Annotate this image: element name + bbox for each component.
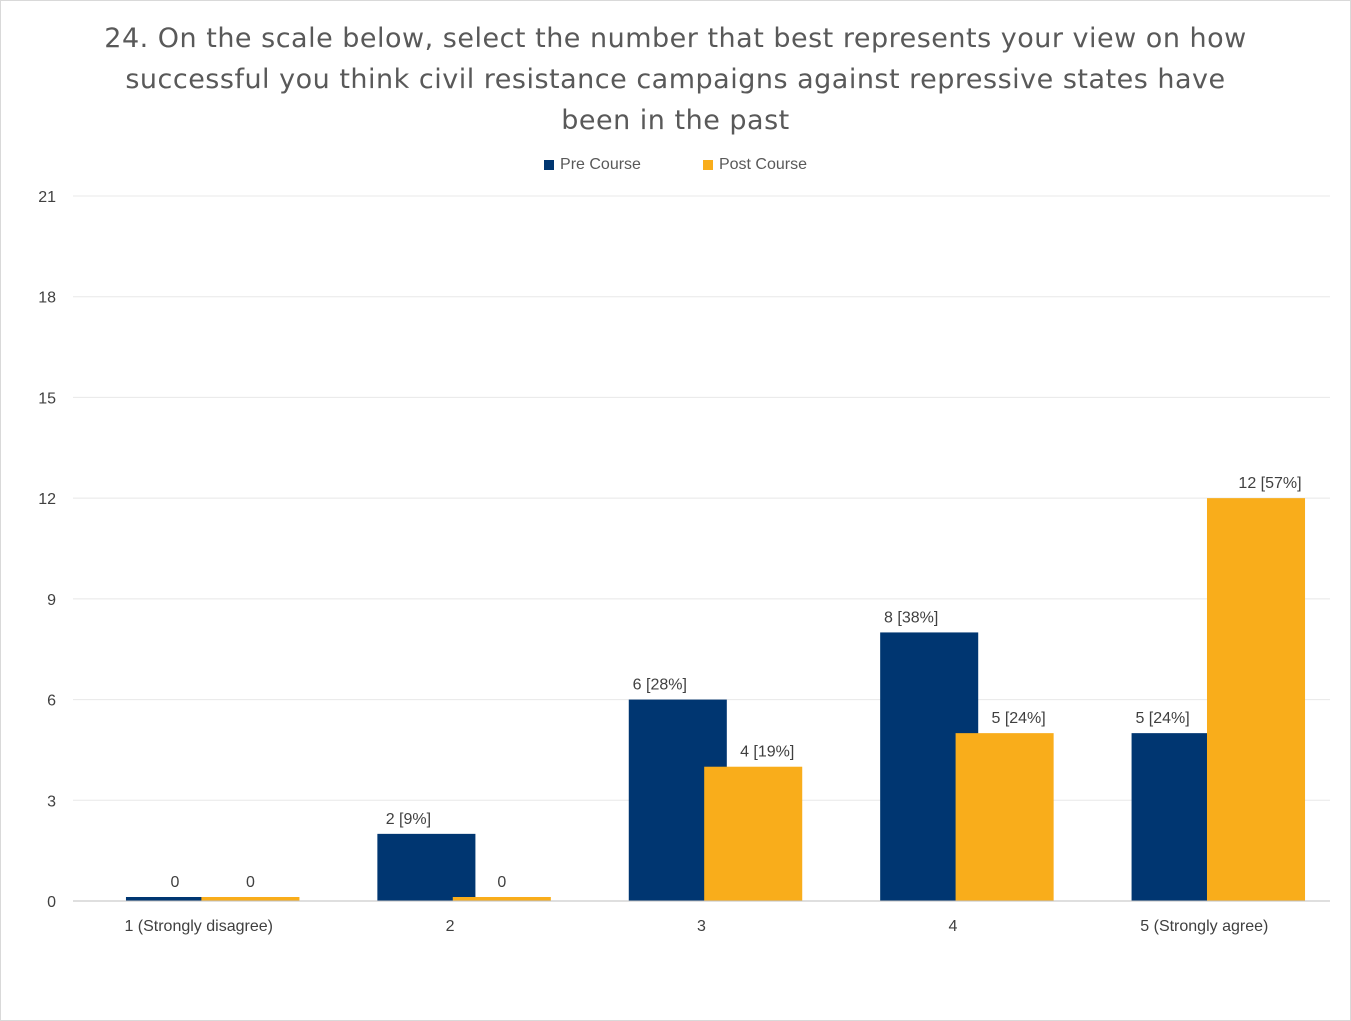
x-axis: 1 (Strongly disagree) 2 3 4 5 (Strongly agre… [73,900,1330,935]
y-tick-label: 18 [38,290,56,307]
bar-pre-course [125,897,225,901]
data-labels: 0 0 2 [9%] 0 6 [28%] 4 [19%] 8 [38%] 5 [24%] 5 [… [171,475,1302,891]
legend-swatch-post-course [702,160,713,170]
chart-title: 24. On the scale below, select the numbe… [104,23,1247,136]
bars [125,498,1306,901]
y-tick-label: 9 [47,592,56,609]
y-tick-label: 3 [47,793,56,810]
bar-post-course [955,733,1054,901]
data-label: 0 [497,874,506,891]
bar-pre-course [377,833,476,901]
legend-label-post-course: Post Course [718,156,807,173]
gridlines [73,195,1330,801]
y-tick-label: 21 [38,189,56,206]
data-label: 8 [38%] [884,609,938,626]
legend: Pre Course Post Course [0,156,1351,174]
x-tick-label: 2 [446,918,455,935]
legend-swatch-pre-course [544,160,555,170]
x-tick-label: 5 (Strongly agree) [1140,918,1268,935]
data-label: 2 [9%] [386,811,431,828]
legend-item-post-course: Post Course [702,156,807,174]
data-label: 0 [246,874,255,891]
y-axis: 0 3 6 9 12 15 18 21 [38,189,56,911]
data-label: 12 [57%] [1238,475,1301,492]
y-tick-label: 15 [38,390,56,407]
legend-item-pre-course: Pre Course [544,156,641,174]
bar-post-course [1206,498,1306,901]
data-label: 6 [28%] [633,677,687,694]
data-label: 4 [19%] [740,744,794,761]
legend-label-pre-course: Pre Course [560,156,641,173]
bar-post-course [704,766,803,901]
bar-post-course [201,897,300,901]
x-tick-label: 4 [948,918,957,935]
y-tick-label: 0 [47,894,56,911]
data-label: 5 [24%] [1135,710,1189,727]
data-label: 5 [24%] [991,710,1045,727]
x-tick-label: 3 [697,918,706,935]
y-tick-label: 12 [38,491,56,508]
data-label: 0 [171,874,180,891]
x-tick-label: 1 (Strongly disagree) [124,918,273,935]
bar-post-course [452,897,551,901]
y-tick-label: 6 [47,693,56,710]
